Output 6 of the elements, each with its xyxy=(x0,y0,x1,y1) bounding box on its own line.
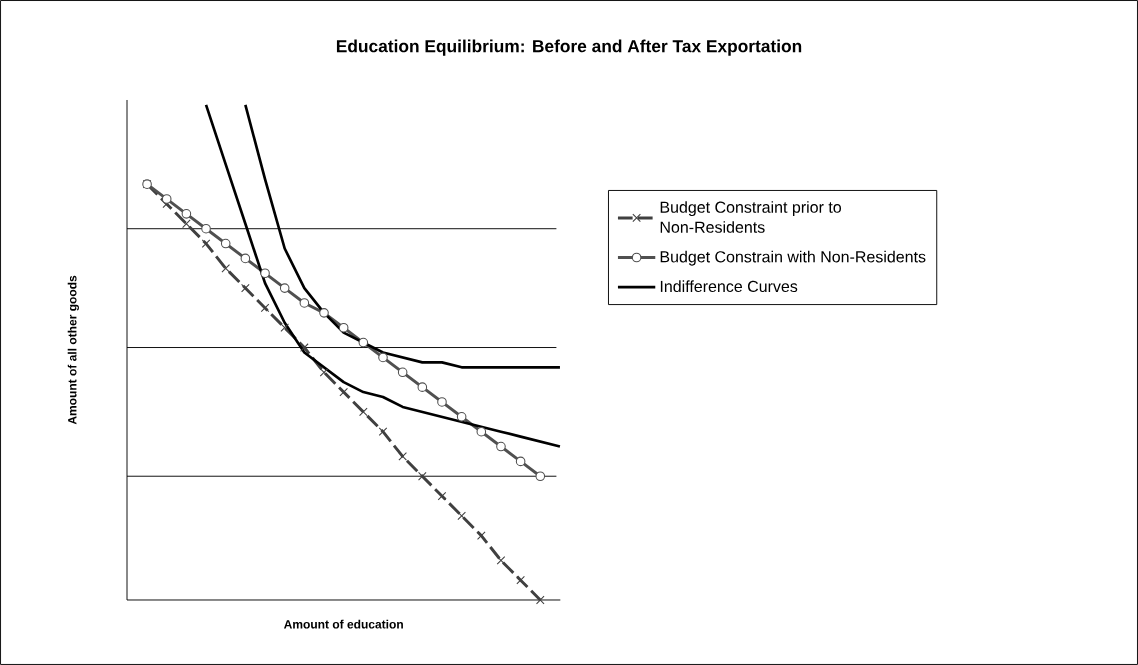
legend-label: Budget Constraint prior to Non-Residents xyxy=(660,201,842,233)
legend-label: Indifference Curves xyxy=(660,280,798,293)
legend-label: Budget Constrain with Non-Residents xyxy=(660,250,926,266)
x-axis-title: Amount of education xyxy=(283,619,403,629)
chart-title: Education Equilibrium: Before and After Tax Exportation xyxy=(336,39,802,56)
y-axis-title: Amount of all other goods xyxy=(67,275,79,425)
